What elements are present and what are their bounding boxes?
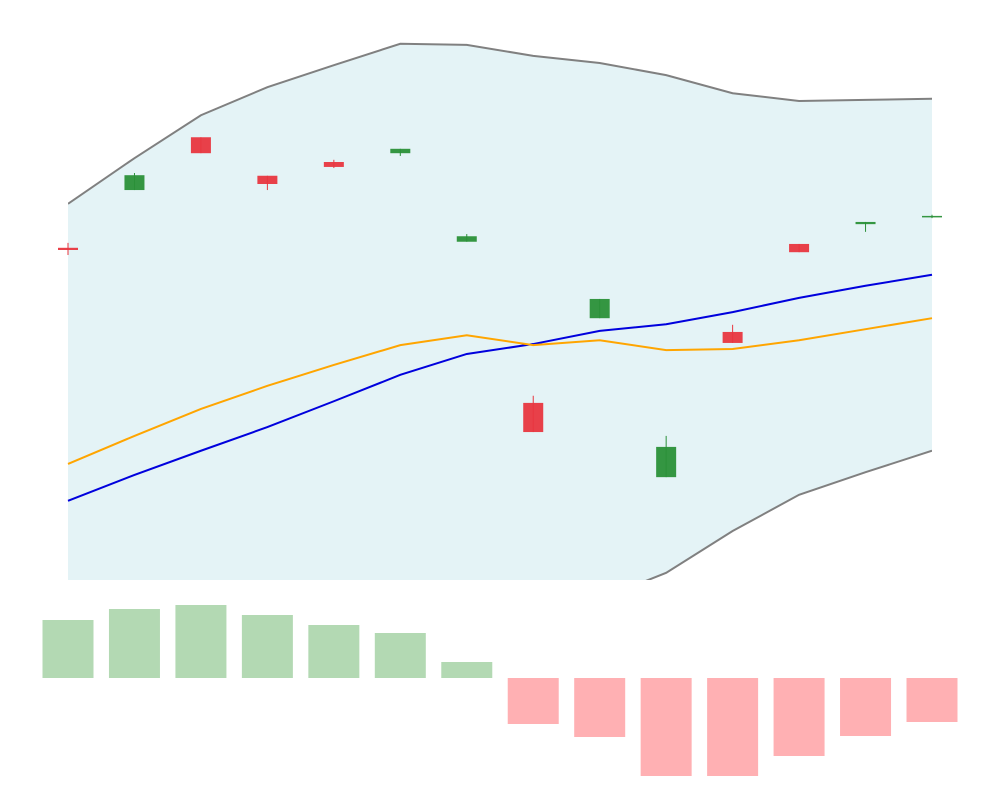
histogram-bar — [574, 678, 626, 737]
histogram-bar — [374, 633, 426, 678]
histogram-bar — [507, 678, 559, 724]
histogram-bar — [840, 678, 892, 736]
candle-body — [922, 215, 942, 218]
histogram-bar — [640, 678, 692, 776]
candle-body — [190, 137, 211, 154]
candle-body — [589, 298, 610, 319]
histogram-bar — [773, 678, 825, 756]
histogram-bar — [175, 605, 227, 678]
candle-body — [58, 247, 78, 250]
histogram-bar — [906, 678, 958, 722]
candle-body — [390, 148, 411, 154]
histogram-bar — [441, 662, 493, 678]
histogram-bar — [308, 625, 360, 678]
candle-body — [124, 175, 145, 191]
lower-band — [645, 449, 932, 580]
candle-body — [722, 331, 743, 343]
candle-body — [456, 236, 477, 242]
band-area — [68, 43, 932, 580]
candle-body — [323, 162, 344, 167]
upper-band — [68, 42, 932, 205]
candle-body — [789, 243, 810, 253]
histogram-bar — [241, 615, 293, 678]
histogram-bar — [108, 609, 160, 678]
candle-body — [855, 221, 876, 225]
histogram-bar — [42, 620, 94, 678]
moving-average — [67, 317, 933, 465]
candle-body — [523, 402, 544, 433]
candle-body — [656, 446, 677, 478]
candle-body — [257, 175, 278, 184]
moving-average — [67, 273, 933, 502]
histogram-bar — [707, 678, 759, 776]
plot-area — [68, 42, 932, 580]
